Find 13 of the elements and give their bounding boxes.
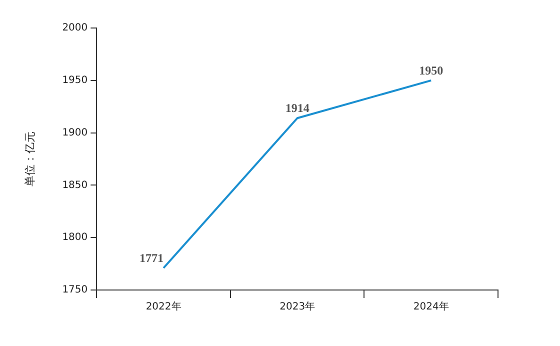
x-tick-label: 2023年 <box>280 300 316 313</box>
data-label: 1950 <box>419 63 444 78</box>
y-tick-label: 1850 <box>62 180 88 191</box>
y-tick-label: 1950 <box>62 74 88 86</box>
y-axis-title: 单位：亿元 <box>23 132 36 186</box>
x-tick-label: 2024年 <box>413 300 449 313</box>
data-label: 1914 <box>285 101 310 116</box>
y-tick-label: 1800 <box>62 232 88 244</box>
x-tick-label: 2022年 <box>146 300 182 313</box>
y-tick-label: 1750 <box>62 284 88 296</box>
y-tick-label: 1900 <box>62 127 88 138</box>
data-label: 1771 <box>140 251 164 266</box>
y-tick-label: 2000 <box>62 22 88 34</box>
